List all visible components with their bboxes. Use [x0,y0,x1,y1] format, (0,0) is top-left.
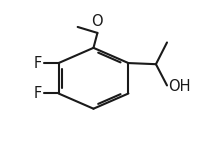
Text: F: F [34,55,42,71]
Text: O: O [92,14,103,29]
Text: OH: OH [168,79,191,94]
Text: F: F [34,86,42,101]
